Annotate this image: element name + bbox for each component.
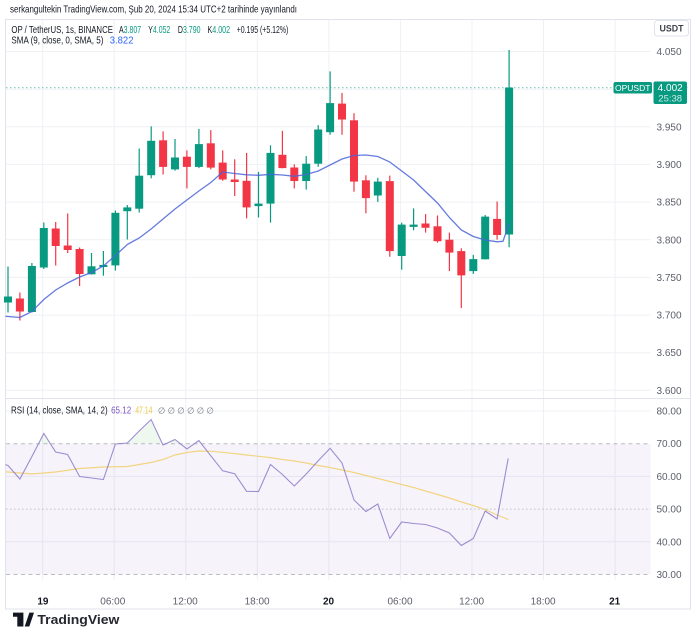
svg-text:20: 20 — [323, 597, 335, 608]
svg-text:3.700: 3.700 — [657, 311, 682, 322]
svg-text:3.850: 3.850 — [657, 198, 682, 209]
svg-text:70.00: 70.00 — [657, 439, 682, 450]
svg-text:Y4.052: Y4.052 — [148, 24, 170, 36]
svg-text:OP / TetherUS, 1s, BINANCE: OP / TetherUS, 1s, BINANCE — [11, 24, 113, 36]
svg-text:USDT: USDT — [660, 24, 684, 35]
svg-text:19: 19 — [37, 597, 49, 608]
svg-text:3.822: 3.822 — [110, 34, 134, 46]
svg-text:A3.807: A3.807 — [119, 24, 141, 36]
svg-text:K4.002: K4.002 — [208, 24, 231, 36]
svg-text:50.00: 50.00 — [657, 505, 682, 516]
svg-text:∅: ∅ — [197, 405, 205, 415]
svg-text:30.00: 30.00 — [657, 570, 682, 581]
svg-text:65.12: 65.12 — [111, 405, 131, 417]
svg-text:∅: ∅ — [158, 405, 166, 415]
svg-text:3.950: 3.950 — [657, 122, 682, 133]
svg-text:47.14: 47.14 — [135, 405, 152, 417]
svg-text:RSI (14, close, SMA, 14, 2): RSI (14, close, SMA, 14, 2) — [11, 405, 108, 417]
svg-text:3.600: 3.600 — [657, 386, 682, 397]
svg-text:21: 21 — [609, 597, 621, 608]
svg-text:TradingView: TradingView — [37, 613, 119, 627]
svg-text:∅: ∅ — [168, 405, 176, 415]
svg-text:serkangultekin TradingView.com: serkangultekin TradingView.com, Şub 20, … — [10, 4, 297, 16]
svg-text:80.00: 80.00 — [657, 407, 682, 418]
svg-text:25:38: 25:38 — [658, 93, 682, 104]
svg-text:+0.195 (+5.12%): +0.195 (+5.12%) — [237, 24, 289, 36]
svg-text:3.650: 3.650 — [657, 348, 682, 359]
svg-text:12:00: 12:00 — [173, 597, 198, 608]
svg-text:18:00: 18:00 — [531, 597, 556, 608]
svg-text:40.00: 40.00 — [657, 537, 682, 548]
svg-text:D3.790: D3.790 — [178, 24, 201, 36]
svg-text:SMA (9, close, 0, SMA, 5): SMA (9, close, 0, SMA, 5) — [11, 34, 103, 46]
svg-text:60.00: 60.00 — [657, 472, 682, 483]
svg-text:06:00: 06:00 — [387, 597, 412, 608]
svg-text:18:00: 18:00 — [245, 597, 270, 608]
svg-text:OPUSDT: OPUSDT — [615, 83, 650, 93]
svg-text:06:00: 06:00 — [100, 597, 125, 608]
svg-text:4.050: 4.050 — [657, 47, 682, 58]
svg-text:3.750: 3.750 — [657, 273, 682, 284]
svg-text:∅: ∅ — [177, 405, 185, 415]
svg-text:3.900: 3.900 — [657, 160, 682, 171]
svg-text:∅: ∅ — [187, 405, 195, 415]
svg-text:4.002: 4.002 — [658, 83, 683, 94]
svg-text:∅: ∅ — [206, 405, 214, 415]
svg-text:12:00: 12:00 — [459, 597, 484, 608]
svg-text:3.800: 3.800 — [657, 235, 682, 246]
